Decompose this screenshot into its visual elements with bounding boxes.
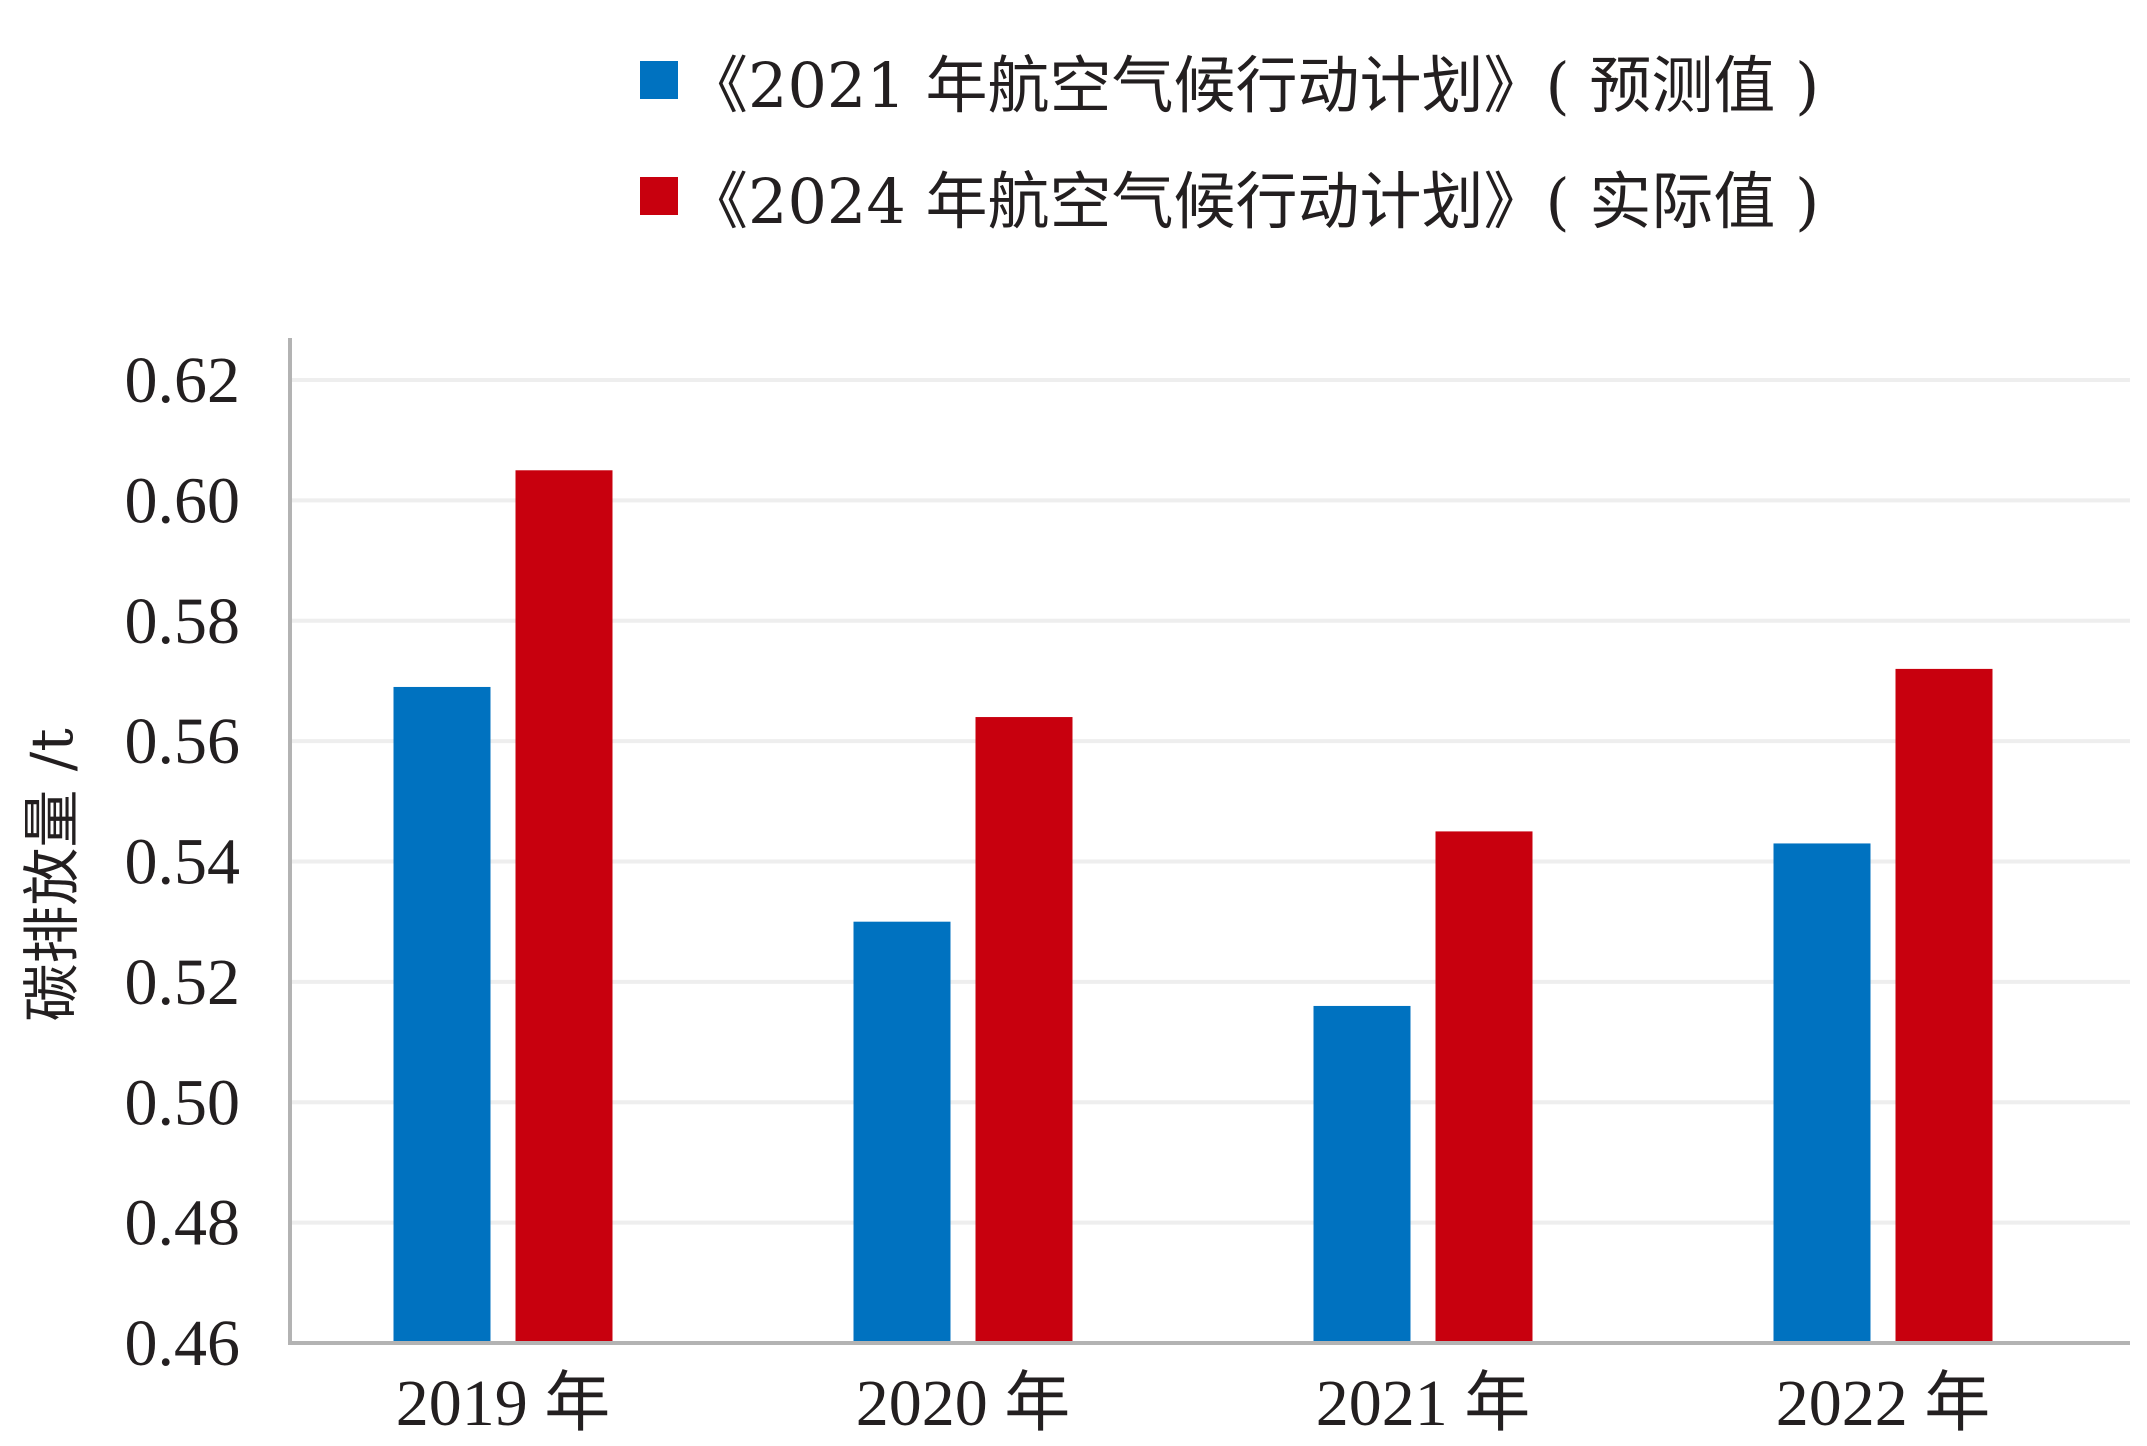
x-tick-label: 2021 年 (1316, 1367, 1531, 1440)
y-tick-label: 0.46 (125, 1307, 241, 1380)
x-tick-label: 2020 年 (856, 1367, 1071, 1440)
bars (393, 470, 1993, 1343)
bar-actual (1435, 831, 1533, 1343)
legend-item-actual: 《2024 年航空气候行动计划》( 实际值 ) (640, 138, 1819, 254)
y-tick-label: 0.58 (125, 585, 241, 658)
bar-forecast (393, 686, 491, 1343)
y-tick-label: 0.54 (125, 826, 241, 899)
bar-actual (1895, 668, 1993, 1343)
y-axis-label: 碳排放量 /t (18, 728, 86, 1021)
y-tick-labels: 0.46 0.48 0.50 0.52 0.54 0.56 0.58 0.60 0.62 (125, 344, 241, 1380)
y-tick-label: 0.60 (125, 464, 241, 537)
bar-actual (515, 470, 613, 1343)
bar-forecast (1773, 843, 1871, 1343)
x-tick-label: 2022 年 (1776, 1367, 1991, 1440)
y-tick-label: 0.62 (125, 344, 241, 417)
legend: 《2021 年航空气候行动计划》( 预测值 ) 《2024 年航空气候行动计划》… (640, 22, 1819, 254)
legend-label-forecast: 《2021 年航空气候行动计划》( 预测值 ) (686, 49, 1820, 122)
x-tick-label: 2019 年 (396, 1367, 611, 1440)
bar-forecast (853, 921, 951, 1343)
legend-item-forecast: 《2021 年航空气候行动计划》( 预测值 ) (640, 22, 1819, 138)
y-tick-label: 0.52 (125, 946, 241, 1019)
x-tick-labels: 2019 年 2020 年 2021 年 2022 年 (396, 1367, 1991, 1440)
legend-swatch-red (640, 177, 678, 215)
legend-swatch-blue (640, 61, 678, 99)
y-tick-label: 0.56 (125, 705, 241, 778)
y-tick-label: 0.48 (125, 1187, 241, 1260)
legend-label-actual: 《2024 年航空气候行动计划》( 实际值 ) (686, 165, 1820, 238)
bar-forecast (1313, 1005, 1411, 1343)
y-tick-label: 0.50 (125, 1066, 241, 1139)
axes (288, 338, 2130, 1345)
bar-actual (975, 717, 1073, 1343)
